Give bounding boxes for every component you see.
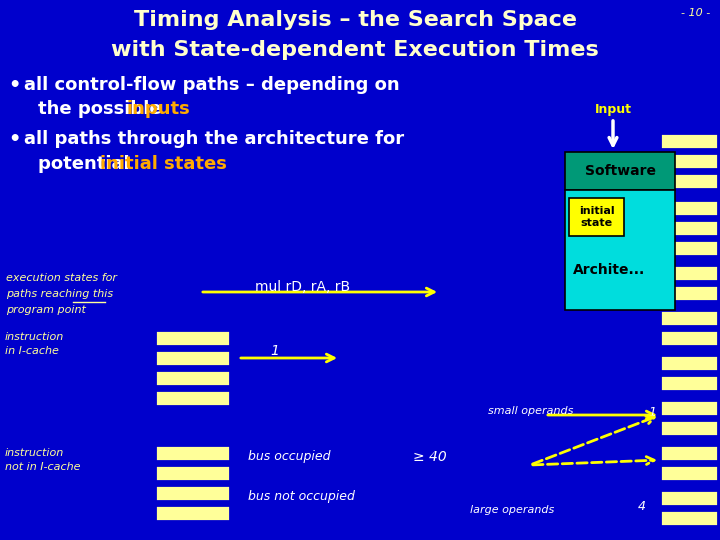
Bar <box>660 265 718 281</box>
Bar <box>155 485 230 501</box>
Bar <box>155 465 230 481</box>
Bar <box>155 445 230 461</box>
Text: small operands: small operands <box>488 406 573 416</box>
Bar <box>660 375 718 391</box>
Bar <box>660 445 718 461</box>
Text: Software: Software <box>585 164 655 178</box>
Bar <box>565 190 675 310</box>
Bar <box>660 510 718 526</box>
Text: paths reaching this: paths reaching this <box>6 289 113 299</box>
Text: all control-flow paths – depending on: all control-flow paths – depending on <box>24 76 400 94</box>
Text: initial states: initial states <box>100 155 227 173</box>
Text: program point: program point <box>6 305 86 315</box>
Bar <box>660 153 718 169</box>
Bar <box>660 310 718 326</box>
Bar <box>660 490 718 506</box>
Text: Input: Input <box>595 103 631 116</box>
Text: not in I-cache: not in I-cache <box>5 462 81 472</box>
Text: instruction: instruction <box>5 448 64 458</box>
Text: Timing Analysis – the Search Space: Timing Analysis – the Search Space <box>133 10 577 30</box>
Text: •: • <box>8 76 20 95</box>
Text: bus occupied: bus occupied <box>248 450 330 463</box>
Text: initial
state: initial state <box>579 206 614 228</box>
Bar <box>660 285 718 301</box>
Text: in I-cache: in I-cache <box>5 346 59 356</box>
Bar <box>660 240 718 256</box>
Text: execution states for: execution states for <box>6 273 117 283</box>
Text: Archite...: Archite... <box>573 263 645 277</box>
Bar <box>660 420 718 436</box>
Bar <box>155 390 230 406</box>
Bar <box>660 355 718 371</box>
Text: large operands: large operands <box>470 505 554 515</box>
Text: instruction: instruction <box>5 332 64 342</box>
Bar <box>660 133 718 149</box>
Bar <box>155 350 230 366</box>
Text: with State-dependent Execution Times: with State-dependent Execution Times <box>111 40 599 60</box>
Text: potential: potential <box>38 155 136 173</box>
Bar <box>660 330 718 346</box>
Text: 1: 1 <box>270 344 279 358</box>
Text: the possible: the possible <box>38 100 168 118</box>
Bar <box>155 370 230 386</box>
Bar <box>155 330 230 346</box>
Text: 4: 4 <box>638 500 646 513</box>
Text: bus not occupied: bus not occupied <box>248 490 355 503</box>
Bar <box>569 198 624 236</box>
Text: all paths through the architecture for: all paths through the architecture for <box>24 130 404 148</box>
Bar <box>660 173 718 189</box>
Text: •: • <box>8 130 20 149</box>
Bar <box>660 220 718 236</box>
Bar <box>155 505 230 521</box>
Text: - 10 -: - 10 - <box>680 8 710 18</box>
Text: mul rD, rA, rB: mul rD, rA, rB <box>255 280 350 294</box>
Text: 1: 1 <box>648 406 656 419</box>
Bar <box>660 400 718 416</box>
Bar <box>565 152 675 190</box>
Text: inputs: inputs <box>126 100 190 118</box>
Text: ≥ 40: ≥ 40 <box>413 450 446 464</box>
Bar <box>660 200 718 216</box>
Bar <box>660 465 718 481</box>
